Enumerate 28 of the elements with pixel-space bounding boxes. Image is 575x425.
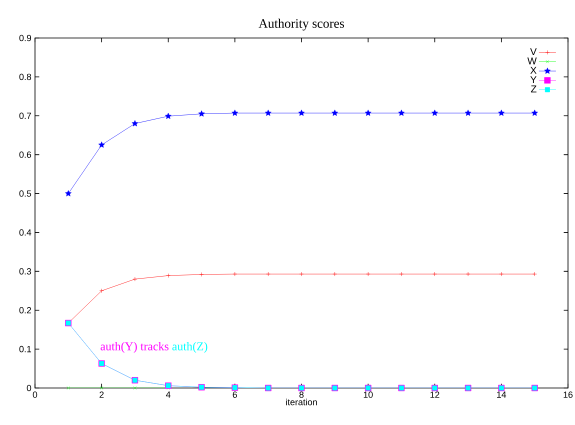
y-tick-label: 0.5 [19,190,32,197]
x-tick-label: 4 [166,392,170,398]
x-tick-label: 10 [364,392,373,398]
y-tick-label: 0.2 [19,307,32,314]
y-tick-label: 0.4 [19,229,32,236]
y-tick-label: 0.6 [19,151,32,158]
y-tick-label: 0.1 [19,346,32,352]
y-tick-label: 0.3 [19,268,32,275]
y-tick-label: 0.7 [19,112,32,119]
y-tick-label: 0.8 [19,74,32,80]
x-tick-label: 8 [299,392,304,398]
legend-label: X [530,66,537,74]
legend-label: W [527,58,537,64]
x-tick-label: 2 [100,392,104,398]
annotation: auth(Y) tracks [100,342,168,353]
legend-label: V [530,48,537,56]
x-tick-label: 0 [32,392,38,398]
y-tick-label: 0.9 [19,34,32,42]
x-axis-title: iteration [286,398,317,406]
legend-label: Z [530,86,536,92]
y-tick-label: 0 [26,384,32,392]
x-tick-label: 16 [564,392,573,398]
chart-title: Authority scores [258,18,344,31]
x-tick-label: 6 [232,392,237,398]
x-tick-label: 12 [430,392,440,398]
legend-label: Y [530,76,537,84]
annotation: auth(Z) [172,342,208,353]
x-tick-label: 14 [497,392,506,398]
